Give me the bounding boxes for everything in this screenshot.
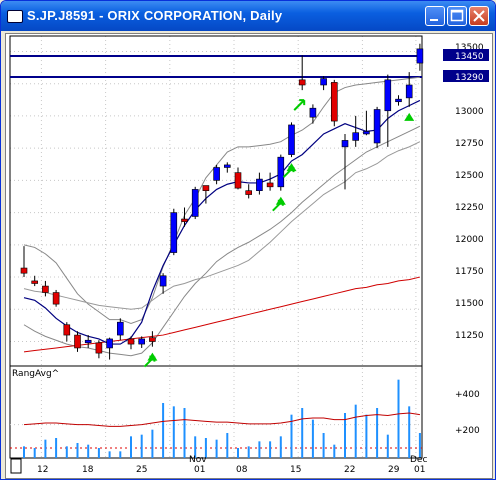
grid-lines	[10, 36, 422, 458]
date-label-15: 15	[290, 465, 301, 475]
moving-average-mid-line	[23, 141, 421, 310]
month-label-dec: Dec	[410, 455, 427, 465]
close-icon	[473, 10, 485, 22]
title-bar[interactable]: S.JP.J8591 - ORIX CORPORATION, Daily	[1, 1, 495, 31]
candle-body	[63, 324, 71, 336]
price-label-11750: 11750	[455, 267, 484, 277]
candle-body	[52, 292, 60, 305]
candle-body	[106, 338, 113, 349]
indicator-title: RangAvg^	[12, 369, 59, 379]
level-tag-13290	[443, 70, 489, 82]
price-label-12250: 12250	[455, 203, 484, 213]
chart-series	[10, 43, 424, 458]
candle-body	[395, 98, 402, 103]
candle-body	[191, 189, 199, 217]
candle-body	[84, 339, 92, 344]
date-label-01: 01	[194, 465, 205, 475]
candle-body	[149, 337, 156, 342]
range-average-line	[23, 412, 420, 427]
price-label-12500: 12500	[455, 171, 484, 181]
candle-body	[309, 107, 317, 118]
moving-average-fast-line	[23, 99, 421, 345]
candle-body	[341, 140, 349, 148]
candle-body	[159, 275, 167, 287]
candle-body	[320, 78, 327, 86]
maximize-button[interactable]	[447, 6, 467, 26]
indicator-label-200: +200	[455, 426, 480, 436]
date-label-01b: 01	[414, 465, 425, 475]
date-label-12: 12	[37, 465, 48, 475]
candle-body	[245, 190, 252, 195]
level-tag-13450	[443, 49, 489, 61]
trend-arrow	[282, 166, 295, 178]
candle-body	[224, 164, 231, 168]
candle-body	[202, 185, 210, 191]
candle-body	[181, 218, 188, 222]
trend-arrow	[143, 355, 156, 368]
candle-body	[74, 334, 81, 349]
price-label-12000: 12000	[455, 235, 484, 245]
price-label-11500: 11500	[455, 299, 484, 309]
price-axis-labels: 13500 13250 13000 12750 12500 12250 1200…	[455, 43, 484, 341]
candle-body	[266, 182, 274, 188]
candle-body	[363, 131, 370, 135]
level-tag-13290-text: 13290	[455, 73, 484, 83]
candle-body	[384, 79, 392, 112]
trend-arrow	[293, 99, 306, 111]
scroll-handle[interactable]	[10, 458, 22, 474]
maximize-icon	[450, 9, 464, 22]
candle-body	[405, 84, 413, 99]
date-label-18: 18	[82, 465, 94, 475]
level-tag-13450-text: 13450	[455, 52, 484, 62]
price-chart[interactable]: 13500 13250 13000 12750 12500 12250 1200…	[6, 34, 492, 478]
chart-canvas[interactable]: 13500 13250 13000 12750 12500 12250 1200…	[5, 33, 493, 479]
candle-body	[31, 280, 39, 284]
date-label-29: 29	[388, 465, 400, 475]
candle-body	[42, 285, 49, 293]
candle-body	[127, 338, 135, 345]
candle-body	[170, 212, 178, 253]
date-label-22: 22	[344, 465, 355, 475]
window-title: S.JP.J8591 - ORIX CORPORATION, Daily	[27, 8, 283, 23]
candle-body	[352, 132, 360, 141]
candle-body	[256, 178, 263, 191]
candle-body	[234, 172, 242, 189]
candle-body	[373, 109, 381, 144]
candle-body	[138, 338, 145, 345]
date-axis-labels: 12 18 25 01 08 15 22 29 01 Nov Dec	[37, 455, 427, 475]
price-label-13500: 13500	[455, 43, 484, 53]
candle-body	[288, 124, 295, 155]
price-label-13000: 13000	[455, 107, 484, 117]
candle-body	[416, 48, 424, 64]
chart-app-icon	[7, 10, 23, 23]
candle-body	[330, 82, 338, 122]
envelope-lower-line	[23, 125, 421, 357]
candle-body	[117, 321, 124, 336]
indicator-label-400: +400	[455, 390, 480, 400]
month-label-nov: Nov	[189, 455, 207, 465]
price-panel-frame	[9, 35, 423, 367]
price-label-12750: 12750	[455, 139, 484, 149]
minimize-icon	[430, 19, 438, 21]
candle-body	[277, 156, 285, 188]
moving-average-slow-line	[23, 276, 421, 353]
buy-signal-triangle	[404, 112, 415, 121]
price-label-11250: 11250	[455, 331, 484, 341]
date-label-25: 25	[136, 465, 147, 475]
trend-arrow	[272, 199, 284, 212]
candle-body	[20, 267, 28, 274]
envelope-upper-line	[23, 76, 420, 324]
close-button[interactable]	[469, 6, 489, 26]
candle-body	[213, 167, 220, 181]
date-label-08: 08	[236, 465, 248, 475]
candle-body	[95, 342, 103, 354]
candle-body	[298, 79, 306, 86]
minimize-button[interactable]	[425, 6, 445, 26]
